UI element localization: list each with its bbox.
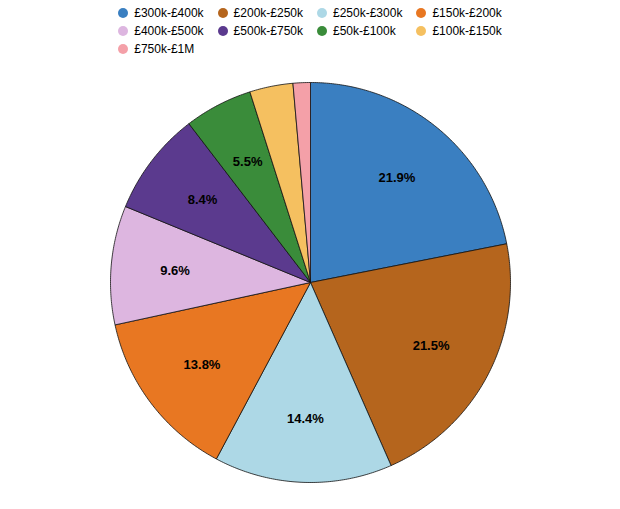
html-text:£300k-£400k: £300k-£400k — [134, 6, 204, 20]
svg-text:13.8%: 13.8% — [184, 357, 221, 372]
html-text:£100k-£150k: £100k-£150k — [432, 24, 502, 38]
html-text:£400k-£500k: £400k-£500k — [134, 24, 204, 38]
svg-text:21.5%: 21.5% — [413, 338, 450, 353]
html-text:£200k-£250k: £200k-£250k — [233, 6, 303, 20]
html-text:£500k-£750k: £500k-£750k — [233, 24, 303, 38]
html-text:£750k-£1M: £750k-£1M — [134, 42, 195, 56]
html-text:£50k-£100k: £50k-£100k — [333, 24, 396, 38]
svg-text:9.6%: 9.6% — [160, 263, 190, 278]
svg-text:21.9%: 21.9% — [378, 170, 415, 185]
svg-text:8.4%: 8.4% — [188, 192, 218, 207]
svg-text:5.5%: 5.5% — [233, 154, 263, 169]
html-text:£150k-£200k: £150k-£200k — [432, 6, 502, 20]
svg-text:14.4%: 14.4% — [287, 411, 324, 426]
html-text:£250k-£300k: £250k-£300k — [333, 6, 403, 20]
